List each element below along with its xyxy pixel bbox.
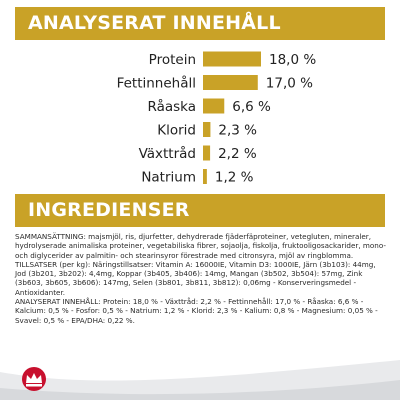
analysis-heading: ANALYSERAT INNEHÅLL [15, 7, 385, 40]
bar [203, 75, 258, 90]
royal-canin-crown-icon [22, 367, 46, 391]
category-label: Råaska [147, 98, 196, 115]
category-label: Natrium [141, 170, 196, 186]
ingredients-heading: INGREDIENSER [15, 194, 385, 227]
analysis-chart: Protein 18,0 % Fettinnehåll 17,0 % Råaska 6,6… [117, 51, 316, 186]
value-label: 1,2 % [215, 170, 254, 186]
bar [203, 169, 207, 184]
value-label: 2,2 % [218, 146, 257, 162]
value-label: 18,0 % [269, 52, 316, 68]
category-label: Klorid [157, 123, 196, 139]
value-label: 2,3 % [218, 123, 257, 139]
footer-band [0, 360, 400, 400]
bar [203, 145, 211, 161]
value-label: 6,6 % [232, 99, 271, 115]
bar [203, 122, 211, 137]
additives-paragraph: TILLSATSER (per kg): Näringstillsatser: … [15, 259, 376, 297]
bar [203, 51, 261, 67]
category-label: Protein [149, 52, 196, 68]
analysis-paragraph: ANALYSERAT INNEHÅLL: Protein: 18,0 % - V… [15, 297, 378, 325]
bar [203, 98, 225, 114]
category-label: Växttråd [139, 145, 196, 162]
value-label: 17,0 % [266, 76, 313, 92]
category-label: Fettinnehåll [117, 75, 196, 92]
composition-paragraph: SAMMANSÄTTNING: majsmjöl, ris, djurfette… [15, 232, 386, 260]
ingredients-text: SAMMANSÄTTNING: majsmjöl, ris, djurfette… [15, 232, 387, 325]
